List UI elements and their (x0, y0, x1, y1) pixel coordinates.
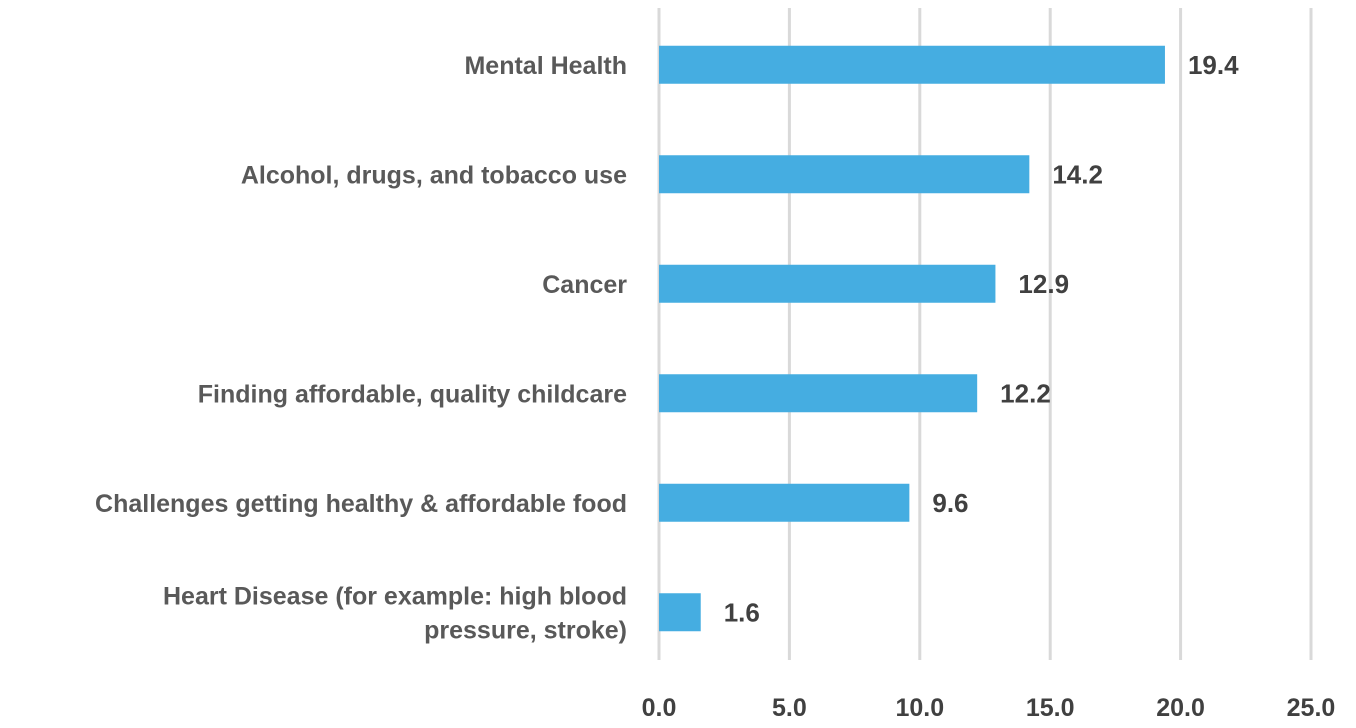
category-label-line: Heart Disease (for example: high blood (163, 582, 627, 610)
category-label-line: Cancer (542, 271, 627, 299)
data-label: 19.4 (1188, 50, 1239, 80)
category-label-line: Finding affordable, quality childcare (198, 380, 627, 408)
bar (659, 593, 701, 632)
data-label: 9.6 (932, 488, 968, 518)
category-label: Alcohol, drugs, and tobacco use (241, 161, 627, 189)
bar (659, 264, 996, 303)
category-label-line: Challenges getting healthy & affordable … (95, 490, 627, 518)
bar (659, 45, 1165, 84)
data-label: 14.2 (1052, 159, 1103, 189)
category-label: Challenges getting healthy & affordable … (95, 490, 627, 518)
x-tick-label: 0.0 (642, 694, 677, 722)
x-tick-label: 10.0 (895, 694, 944, 722)
x-tick-label: 15.0 (1026, 694, 1075, 722)
data-label: 1.6 (724, 597, 760, 627)
category-label-line: pressure, stroke) (424, 616, 627, 644)
category-label: Cancer (542, 271, 627, 299)
category-label: Finding affordable, quality childcare (198, 380, 627, 408)
x-tick-label: 5.0 (772, 694, 807, 722)
x-tick-label: 25.0 (1287, 694, 1336, 722)
category-label-line: Mental Health (464, 52, 627, 80)
category-label: Mental Health (464, 52, 627, 80)
category-label-line: Alcohol, drugs, and tobacco use (241, 161, 627, 189)
category-label: Heart Disease (for example: high blood pr… (163, 582, 627, 644)
bar (659, 155, 1030, 194)
data-label: 12.2 (1000, 378, 1051, 408)
bar (659, 483, 910, 522)
bar (659, 374, 978, 413)
data-label: 12.9 (1018, 269, 1069, 299)
x-tick-label: 20.0 (1156, 694, 1205, 722)
